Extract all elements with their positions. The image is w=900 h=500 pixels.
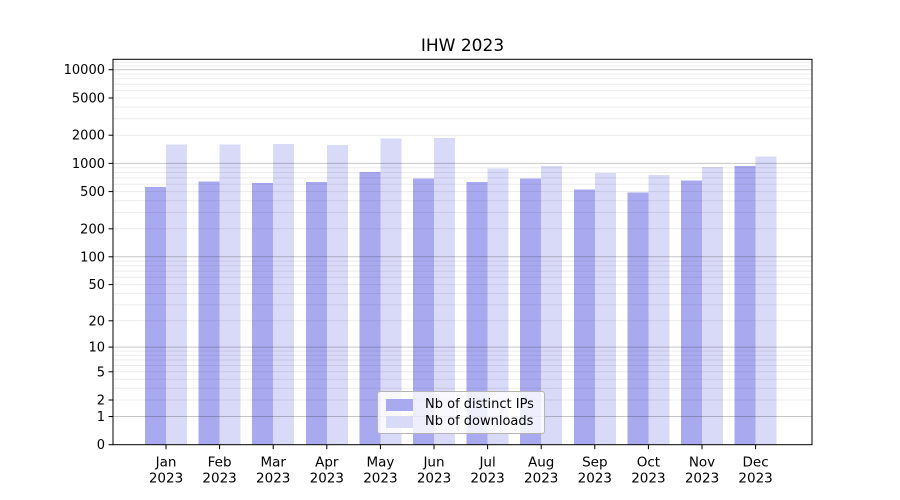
- legend-item-downloads: Nb of downloads: [386, 413, 536, 430]
- legend-swatch-distinct-ips: [386, 398, 413, 411]
- bar-nb-of-downloads-feb: [219, 144, 241, 445]
- bar-nb-of-distinct-ips-feb: [198, 181, 220, 445]
- bar-nb-of-distinct-ips-may: [359, 172, 381, 445]
- bar-nb-of-distinct-ips-apr: [305, 182, 327, 445]
- x-tick-label-apr: Apr 2023: [310, 455, 344, 487]
- y-tick-label-100: 100: [80, 250, 105, 265]
- bar-nb-of-downloads-may: [380, 138, 402, 445]
- bar-nb-of-distinct-ips-dec: [734, 166, 756, 445]
- bar-nb-of-downloads-sep: [594, 172, 616, 445]
- y-tick-label-2: 2: [97, 394, 105, 409]
- y-tick-label-200: 200: [80, 222, 105, 237]
- bar-nb-of-distinct-ips-jan: [145, 187, 166, 445]
- legend: Nb of distinct IPs Nb of downloads: [377, 391, 545, 434]
- bar-nb-of-downloads-nov: [702, 166, 723, 445]
- chart-title: IHW 2023: [420, 36, 505, 56]
- bar-nb-of-distinct-ips-oct: [627, 192, 649, 445]
- legend-swatch-downloads: [386, 415, 413, 428]
- y-tick-label-10: 10: [88, 341, 105, 356]
- y-tick-label-5000: 5000: [72, 92, 105, 107]
- bar-nb-of-downloads-apr: [326, 145, 348, 445]
- x-tick-label-aug: Aug 2023: [524, 455, 558, 487]
- x-tick-label-mar: Mar 2023: [256, 455, 290, 487]
- y-tick-label-500: 500: [80, 185, 105, 200]
- bar-nb-of-downloads-dec: [755, 156, 777, 445]
- x-tick-label-feb: Feb 2023: [202, 455, 236, 487]
- legend-label-downloads: Nb of downloads: [425, 414, 534, 429]
- x-tick-label-sep: Sep 2023: [578, 455, 612, 487]
- plot-frame: [112, 58, 813, 446]
- y-tick-label-1: 1: [97, 410, 105, 425]
- y-tick-label-0: 0: [97, 438, 105, 453]
- bar-nb-of-distinct-ips-jun: [413, 178, 434, 445]
- bar-nb-of-distinct-ips-mar: [252, 182, 274, 445]
- x-tick-label-dec: Dec 2023: [738, 455, 772, 487]
- bar-nb-of-downloads-aug: [541, 166, 563, 445]
- x-tick-label-jul: Jul 2023: [470, 455, 504, 487]
- y-tick-label-2000: 2000: [72, 129, 105, 144]
- bar-nb-of-distinct-ips-nov: [681, 180, 702, 445]
- y-tick-label-10000: 10000: [64, 63, 105, 78]
- y-tick-label-50: 50: [88, 278, 105, 293]
- bar-nb-of-downloads-jan: [166, 144, 187, 445]
- x-tick-label-jan: Jan 2023: [149, 455, 183, 487]
- bar-nb-of-distinct-ips-aug: [520, 178, 542, 445]
- bar-nb-of-downloads-mar: [273, 144, 295, 445]
- x-tick-label-may: May 2023: [363, 455, 397, 487]
- x-tick-label-jun: Jun 2023: [417, 455, 451, 487]
- x-tick-label-nov: Nov 2023: [685, 455, 719, 487]
- y-tick-label-5: 5: [97, 365, 105, 380]
- x-tick-label-oct: Oct 2023: [631, 455, 665, 487]
- y-tick-label-1000: 1000: [72, 157, 105, 172]
- y-tick-label-20: 20: [88, 314, 105, 329]
- bar-nb-of-distinct-ips-sep: [573, 189, 595, 445]
- bar-nb-of-distinct-ips-jul: [466, 182, 488, 445]
- bar-nb-of-downloads-jun: [434, 137, 455, 445]
- bar-nb-of-downloads-oct: [648, 174, 670, 445]
- legend-item-distinct-ips: Nb of distinct IPs: [386, 396, 536, 413]
- legend-label-distinct-ips: Nb of distinct IPs: [425, 397, 534, 412]
- bar-nb-of-downloads-jul: [487, 168, 509, 445]
